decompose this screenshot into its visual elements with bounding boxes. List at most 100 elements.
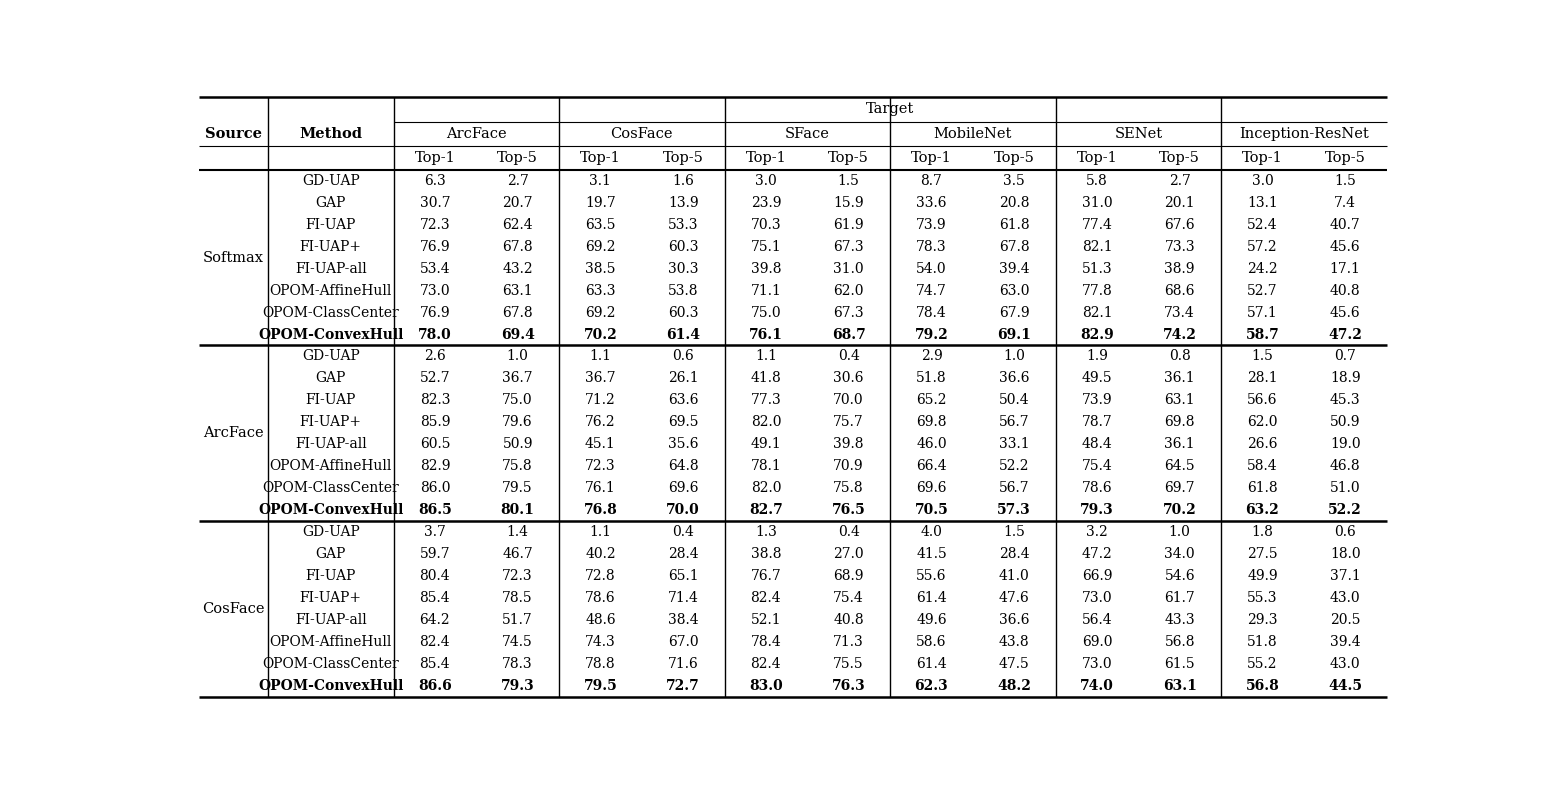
Text: 75.0: 75.0 <box>751 306 782 320</box>
Text: 1.5: 1.5 <box>1334 174 1355 188</box>
Text: 77.3: 77.3 <box>751 393 782 407</box>
Text: 8.7: 8.7 <box>921 174 942 188</box>
Text: 41.5: 41.5 <box>916 547 947 561</box>
Text: 47.2: 47.2 <box>1081 547 1112 561</box>
Text: 55.3: 55.3 <box>1247 591 1278 604</box>
Text: 43.0: 43.0 <box>1329 656 1360 670</box>
Text: 28.4: 28.4 <box>668 547 699 561</box>
Text: 51.7: 51.7 <box>503 613 534 626</box>
Text: 51.3: 51.3 <box>1081 262 1112 276</box>
Text: 79.3: 79.3 <box>501 678 535 692</box>
Text: 30.6: 30.6 <box>833 372 864 385</box>
Text: 18.0: 18.0 <box>1329 547 1360 561</box>
Text: OPOM-AffineHull: OPOM-AffineHull <box>270 284 392 298</box>
Text: 85.4: 85.4 <box>419 656 450 670</box>
Text: 63.6: 63.6 <box>668 393 699 407</box>
Text: 4.0: 4.0 <box>921 525 942 539</box>
Text: 82.9: 82.9 <box>419 459 450 473</box>
Text: 64.5: 64.5 <box>1164 459 1195 473</box>
Text: 76.9: 76.9 <box>419 240 450 254</box>
Text: 67.8: 67.8 <box>503 306 534 320</box>
Text: 29.3: 29.3 <box>1247 613 1278 626</box>
Text: 48.2: 48.2 <box>998 678 1032 692</box>
Text: 20.7: 20.7 <box>503 196 534 210</box>
Text: 57.3: 57.3 <box>998 503 1032 517</box>
Text: 50.4: 50.4 <box>999 393 1030 407</box>
Text: 69.6: 69.6 <box>916 481 947 495</box>
Text: 56.7: 56.7 <box>999 481 1030 495</box>
Text: 52.2: 52.2 <box>1328 503 1362 517</box>
Text: Top-5: Top-5 <box>1160 151 1200 165</box>
Text: 0.4: 0.4 <box>837 525 859 539</box>
Text: 28.4: 28.4 <box>999 547 1030 561</box>
Text: 69.5: 69.5 <box>668 415 699 429</box>
Text: 85.4: 85.4 <box>419 591 450 604</box>
Text: 78.6: 78.6 <box>584 591 615 604</box>
Text: 46.0: 46.0 <box>916 437 947 451</box>
Text: 3.7: 3.7 <box>424 525 446 539</box>
Text: 6.3: 6.3 <box>424 174 446 188</box>
Text: Top-1: Top-1 <box>415 151 455 165</box>
Text: 71.6: 71.6 <box>668 656 699 670</box>
Text: 70.9: 70.9 <box>833 459 864 473</box>
Text: 74.3: 74.3 <box>584 634 615 648</box>
Text: 1.5: 1.5 <box>837 174 859 188</box>
Text: 73.9: 73.9 <box>1081 393 1112 407</box>
Text: 19.7: 19.7 <box>584 196 615 210</box>
Text: SFace: SFace <box>785 127 830 141</box>
Text: OPOM-ConvexHull: OPOM-ConvexHull <box>258 503 404 517</box>
Text: 2.7: 2.7 <box>507 174 529 188</box>
Text: 51.8: 51.8 <box>1247 634 1278 648</box>
Text: 40.7: 40.7 <box>1329 218 1360 232</box>
Text: 67.0: 67.0 <box>668 634 699 648</box>
Text: Softmax: Softmax <box>204 251 264 265</box>
Text: Top-1: Top-1 <box>1076 151 1118 165</box>
Text: Top-1: Top-1 <box>911 151 951 165</box>
Text: 72.3: 72.3 <box>503 569 534 583</box>
Text: 61.4: 61.4 <box>916 656 947 670</box>
Text: 72.3: 72.3 <box>419 218 450 232</box>
Text: 31.0: 31.0 <box>833 262 864 276</box>
Text: OPOM-ClassCenter: OPOM-ClassCenter <box>262 306 399 320</box>
Text: 82.1: 82.1 <box>1081 240 1112 254</box>
Text: 68.9: 68.9 <box>833 569 864 583</box>
Text: OPOM-ConvexHull: OPOM-ConvexHull <box>258 678 404 692</box>
Text: 69.8: 69.8 <box>916 415 947 429</box>
Text: 82.4: 82.4 <box>751 656 782 670</box>
Text: GAP: GAP <box>316 547 345 561</box>
Text: 47.5: 47.5 <box>999 656 1030 670</box>
Text: 64.8: 64.8 <box>668 459 699 473</box>
Text: 73.0: 73.0 <box>1081 656 1112 670</box>
Text: 1.6: 1.6 <box>672 174 694 188</box>
Text: 38.4: 38.4 <box>668 613 699 626</box>
Text: 65.1: 65.1 <box>668 569 699 583</box>
Text: 76.7: 76.7 <box>751 569 782 583</box>
Text: 73.9: 73.9 <box>916 218 947 232</box>
Text: 75.0: 75.0 <box>503 393 534 407</box>
Text: 56.6: 56.6 <box>1247 393 1278 407</box>
Text: GAP: GAP <box>316 372 345 385</box>
Text: 1.8: 1.8 <box>1252 525 1274 539</box>
Text: 41.8: 41.8 <box>751 372 782 385</box>
Text: 52.4: 52.4 <box>1247 218 1278 232</box>
Text: 58.4: 58.4 <box>1247 459 1278 473</box>
Text: 71.2: 71.2 <box>584 393 615 407</box>
Text: 75.8: 75.8 <box>833 481 864 495</box>
Text: Top-5: Top-5 <box>663 151 703 165</box>
Text: 17.1: 17.1 <box>1329 262 1360 276</box>
Text: 77.4: 77.4 <box>1081 218 1112 232</box>
Text: FI-UAP-all: FI-UAP-all <box>295 262 367 276</box>
Text: 66.4: 66.4 <box>916 459 947 473</box>
Text: 71.3: 71.3 <box>833 634 864 648</box>
Text: 75.8: 75.8 <box>503 459 534 473</box>
Text: 47.2: 47.2 <box>1328 328 1362 341</box>
Text: 76.9: 76.9 <box>419 306 450 320</box>
Text: 51.0: 51.0 <box>1329 481 1360 495</box>
Text: 30.3: 30.3 <box>668 262 699 276</box>
Text: 47.6: 47.6 <box>999 591 1030 604</box>
Text: FI-UAP: FI-UAP <box>305 569 356 583</box>
Text: 69.0: 69.0 <box>1081 634 1112 648</box>
Text: 69.7: 69.7 <box>1164 481 1195 495</box>
Text: 71.4: 71.4 <box>668 591 699 604</box>
Text: 49.1: 49.1 <box>751 437 782 451</box>
